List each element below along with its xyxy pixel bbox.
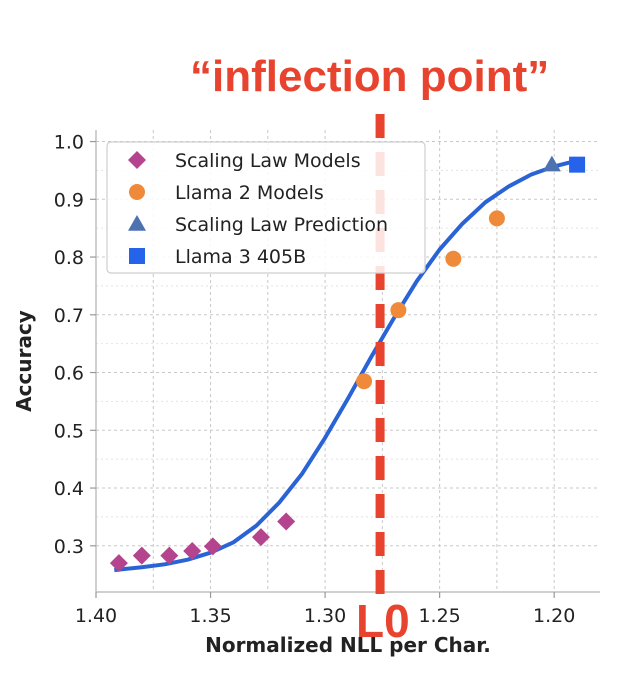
l0-label: L0 <box>356 595 410 647</box>
data-point <box>251 528 270 547</box>
x-tick-label: 1.30 <box>304 605 346 627</box>
data-point <box>132 546 151 565</box>
data-point <box>203 537 222 556</box>
x-axis-label: Normalized NLL per Char. <box>205 633 491 657</box>
legend-marker <box>128 151 146 169</box>
data-point <box>109 554 128 573</box>
legend-label: Llama 2 Models <box>175 182 324 204</box>
y-tick-label: 0.9 <box>54 189 84 211</box>
data-points <box>109 155 586 573</box>
legend-label: Scaling Law Prediction <box>175 214 388 236</box>
legend: Scaling Law Models Llama 2 Models Scaling … <box>106 141 426 274</box>
inflection-point-annotation: “inflection point” <box>190 52 550 101</box>
x-ticks: 1.40 1.35 1.30 1.25 1.20 <box>75 592 575 627</box>
y-tick-label: 1.0 <box>54 132 84 154</box>
y-tick-label: 0.7 <box>54 305 84 327</box>
y-tick-label: 0.8 <box>54 247 84 269</box>
fit-curve <box>114 158 578 573</box>
y-ticks: 0.3 0.4 0.5 0.6 0.7 0.8 0.9 1.0 <box>54 132 96 558</box>
x-tick-label: 1.20 <box>533 605 575 627</box>
y-tick-label: 0.5 <box>54 420 84 442</box>
data-point <box>569 156 586 173</box>
legend-marker <box>128 215 146 231</box>
y-tick-label: 0.6 <box>54 363 84 385</box>
x-tick-label: 1.40 <box>75 605 117 627</box>
legend-label: Llama 3 405B <box>175 246 306 268</box>
x-tick-label: 1.25 <box>418 605 460 627</box>
y-tick-label: 0.4 <box>54 478 84 500</box>
data-point <box>160 546 179 565</box>
y-tick-label: 0.3 <box>54 536 84 558</box>
legend-marker <box>129 184 145 200</box>
data-point <box>183 541 202 560</box>
legend-box <box>106 141 426 274</box>
data-point <box>356 373 373 390</box>
legend-label: Scaling Law Models <box>175 150 361 172</box>
x-tick-label: 1.35 <box>189 605 231 627</box>
data-point <box>445 250 462 267</box>
y-axis-label: Accuracy <box>12 310 36 412</box>
data-point <box>390 302 407 319</box>
data-point <box>277 512 296 531</box>
axes <box>95 130 600 593</box>
data-point <box>542 155 561 172</box>
legend-marker <box>129 248 145 264</box>
data-point <box>488 210 505 227</box>
